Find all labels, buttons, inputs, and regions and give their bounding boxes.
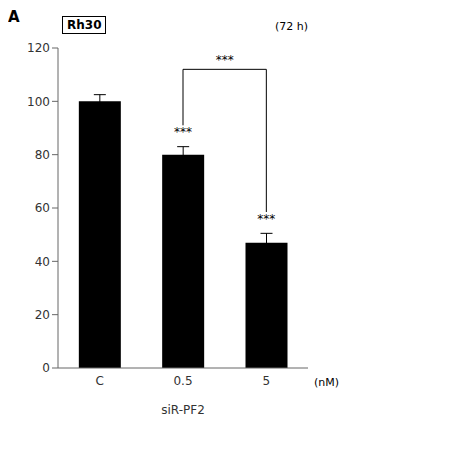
html-text:A: A — [8, 8, 20, 26]
svg-text:0: 0 — [42, 361, 50, 375]
svg-text:***: *** — [174, 125, 192, 139]
svg-text:C: C — [95, 374, 103, 388]
svg-text:***: *** — [216, 53, 234, 67]
svg-text:***: *** — [257, 212, 275, 226]
svg-text:40: 40 — [35, 255, 50, 269]
svg-text:20: 20 — [35, 308, 50, 322]
svg-text:60: 60 — [35, 201, 50, 215]
svg-text:120: 120 — [27, 41, 50, 55]
html-text:Rh30: Rh30 — [67, 18, 102, 32]
svg-text:100: 100 — [27, 95, 50, 109]
svg-text:80: 80 — [35, 148, 50, 162]
svg-text:5: 5 — [263, 374, 271, 388]
html-text:(nM): (nM) — [314, 376, 339, 389]
svg-text:0.5: 0.5 — [173, 374, 192, 388]
svg-text:siR-PF2: siR-PF2 — [161, 403, 205, 417]
html-text:(72 h): (72 h) — [274, 20, 308, 33]
